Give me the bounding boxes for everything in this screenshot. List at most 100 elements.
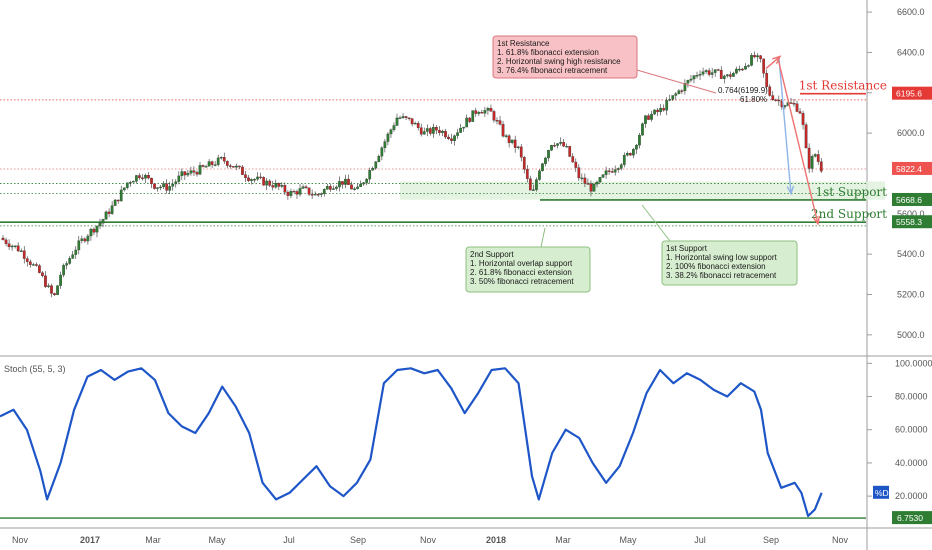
candle-body bbox=[704, 70, 708, 72]
candle-body bbox=[213, 164, 217, 166]
red-swing-arrow-head bbox=[772, 55, 782, 64]
candle-body bbox=[707, 70, 711, 75]
candle-body bbox=[771, 95, 775, 100]
candle-body bbox=[131, 181, 135, 183]
red-swing-arrow bbox=[765, 55, 781, 70]
candle-body bbox=[592, 183, 596, 192]
candle-body bbox=[435, 126, 438, 131]
candle-body bbox=[547, 150, 550, 159]
candle-body bbox=[571, 156, 575, 163]
candle-body bbox=[486, 108, 490, 111]
candle-body bbox=[450, 138, 453, 141]
candle-body bbox=[628, 152, 632, 156]
candle-body bbox=[686, 80, 690, 84]
candle-body bbox=[401, 116, 405, 118]
candle-body bbox=[607, 170, 611, 172]
stoch-title: Stoch (55, 5, 3) bbox=[4, 364, 66, 374]
candle-body bbox=[365, 178, 369, 183]
price-tick-label: 5200.0 bbox=[897, 289, 925, 299]
annotation-line: 3. 76.4% fibonacci retracement bbox=[497, 66, 608, 75]
stochastic-pane[interactable]: Stoch (55, 5, 3) 100.0000 80.0000 60.0000 40… bbox=[0, 358, 932, 525]
candle-body bbox=[635, 145, 638, 150]
candle-body bbox=[116, 199, 120, 202]
candle-body bbox=[135, 175, 138, 182]
candle-body bbox=[413, 122, 417, 125]
candle-body bbox=[162, 183, 165, 188]
candle-body bbox=[498, 120, 502, 125]
stoch-badge-label: %D bbox=[875, 488, 889, 498]
time-label: Nov bbox=[12, 535, 29, 545]
annotation-line: 1. Horizontal swing low support bbox=[666, 253, 777, 262]
candle-body bbox=[819, 161, 823, 172]
candle-body bbox=[356, 186, 359, 189]
candle-body bbox=[744, 66, 747, 70]
level-price-box bbox=[892, 215, 932, 229]
candle-body bbox=[789, 102, 793, 104]
annotation-line: 2. Horizontal swing high resistance bbox=[497, 57, 621, 66]
candle-body bbox=[568, 146, 572, 157]
time-axis[interactable]: Nov 2017 Mar May Jul Sep Nov 2018 Mar May Jul Sep No… bbox=[0, 527, 932, 545]
candle-body bbox=[616, 168, 620, 170]
candle-body bbox=[225, 161, 229, 166]
candle-body bbox=[319, 193, 323, 195]
candle-body bbox=[644, 115, 647, 124]
annotation-line: 3. 50% fibonacci retracement bbox=[470, 277, 574, 286]
annotation-leader bbox=[636, 69, 717, 94]
candle-body bbox=[68, 258, 72, 264]
candles bbox=[1, 51, 823, 298]
candle-body bbox=[477, 112, 481, 114]
level-label: 1st Support bbox=[815, 185, 887, 199]
candle-body bbox=[168, 186, 172, 191]
candle-body bbox=[50, 285, 53, 294]
candle-body bbox=[177, 175, 181, 182]
candle-body bbox=[101, 219, 105, 224]
candle-body bbox=[180, 171, 184, 177]
candle-body bbox=[201, 165, 205, 167]
candle-body bbox=[386, 133, 390, 142]
candle-body bbox=[238, 165, 241, 168]
candle-body bbox=[374, 161, 378, 169]
candle-body bbox=[538, 170, 541, 180]
candle-body bbox=[389, 129, 393, 135]
candle-body bbox=[380, 147, 384, 157]
candle-body bbox=[22, 250, 26, 259]
candle-body bbox=[407, 117, 411, 119]
candle-body bbox=[544, 157, 547, 164]
stoch-tick-label: 60.0000 bbox=[895, 425, 928, 435]
candle-body bbox=[95, 225, 99, 233]
candle-body bbox=[304, 186, 308, 188]
candle-body bbox=[156, 187, 159, 189]
candle-body bbox=[483, 110, 487, 114]
candle-body bbox=[632, 149, 635, 156]
candle-body bbox=[556, 143, 559, 146]
candle-body bbox=[353, 188, 356, 190]
candle-body bbox=[62, 265, 65, 276]
time-label: May bbox=[208, 535, 226, 545]
candle-body bbox=[550, 145, 553, 151]
candle-body bbox=[701, 71, 705, 75]
candle-body bbox=[235, 165, 238, 168]
candle-body bbox=[286, 191, 290, 196]
candle-body bbox=[53, 293, 56, 296]
candle-body bbox=[468, 117, 472, 122]
candle-body bbox=[341, 181, 344, 185]
candle-body bbox=[19, 250, 23, 252]
level-price: 6195.6 bbox=[896, 89, 922, 99]
candle-body bbox=[377, 156, 381, 162]
candle-body bbox=[98, 222, 102, 227]
candle-body bbox=[198, 165, 202, 175]
candle-body bbox=[738, 68, 741, 71]
candle-body bbox=[813, 154, 817, 157]
candle-body bbox=[565, 146, 569, 148]
time-label: Mar bbox=[555, 535, 571, 545]
candle-body bbox=[244, 174, 247, 178]
candle-body bbox=[713, 69, 717, 73]
candle-body bbox=[44, 275, 47, 287]
candle-body bbox=[347, 178, 350, 185]
candle-body bbox=[310, 194, 314, 196]
candle-body bbox=[668, 99, 672, 101]
candle-body bbox=[653, 109, 656, 115]
stoch-last-value: 6.7530 bbox=[897, 513, 923, 523]
